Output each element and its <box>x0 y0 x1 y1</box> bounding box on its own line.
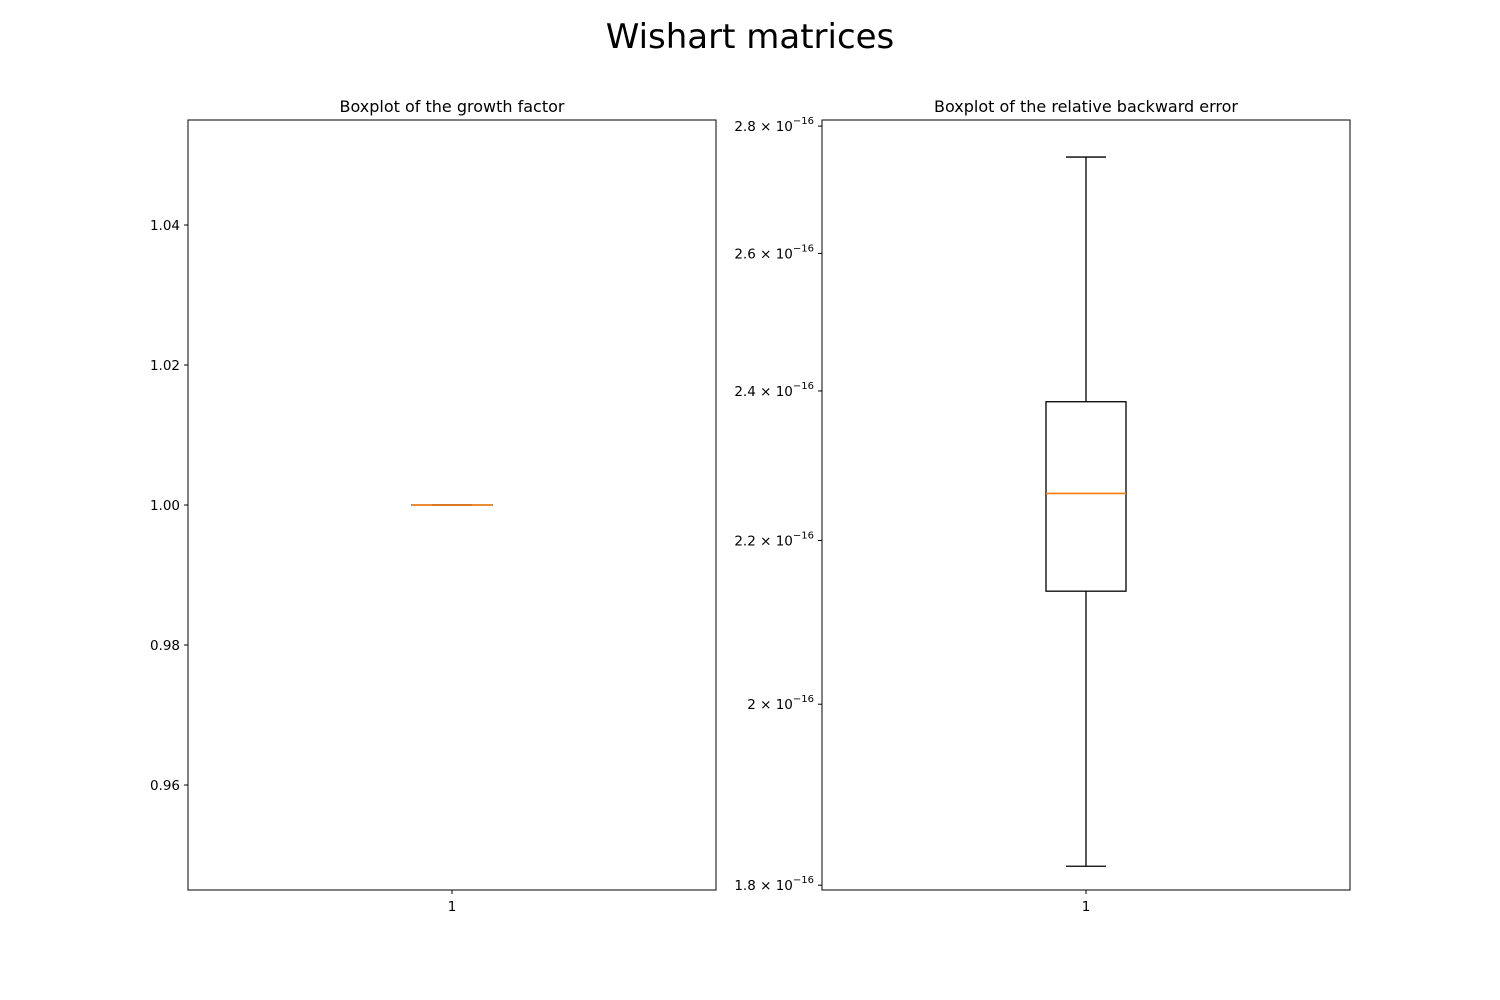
figure-title: Wishart matrices <box>606 17 895 57</box>
growth-factor-ytick-label: 1.04 <box>150 218 180 234</box>
backward-error-box <box>1045 401 1127 592</box>
backward-error-ytick-label: 2.6 × 10−16 <box>734 243 814 262</box>
backward-error-axes-title: Boxplot of the relative backward error <box>934 97 1238 116</box>
backward-error-ytick-label: 2.4 × 10−16 <box>734 381 814 400</box>
growth-factor-ytick-label: 0.96 <box>150 778 180 794</box>
backward-error-ytick-label: 2.2 × 10−16 <box>734 530 814 549</box>
backward-error-ytick-label: 1.8 × 10−16 <box>734 875 814 894</box>
backward-error-axes: Boxplot of the relative backward error 1… <box>734 97 1351 915</box>
growth-factor-axes-title: Boxplot of the growth factor <box>340 97 565 116</box>
backward-error-ytick-label: 2.8 × 10−16 <box>734 116 814 135</box>
growth-factor-ytick-label: 1.00 <box>150 498 180 514</box>
growth-factor-xtick-label: 1 <box>448 899 457 915</box>
growth-factor-ytick-label: 0.98 <box>150 638 180 654</box>
growth-factor-axes: Boxplot of the growth factor 0.96 0.98 1.0… <box>150 97 717 915</box>
backward-error-xtick-label: 1 <box>1082 899 1091 915</box>
growth-factor-ytick-label: 1.02 <box>150 358 180 374</box>
backward-error-ytick-label: 2 × 10−16 <box>747 694 814 713</box>
